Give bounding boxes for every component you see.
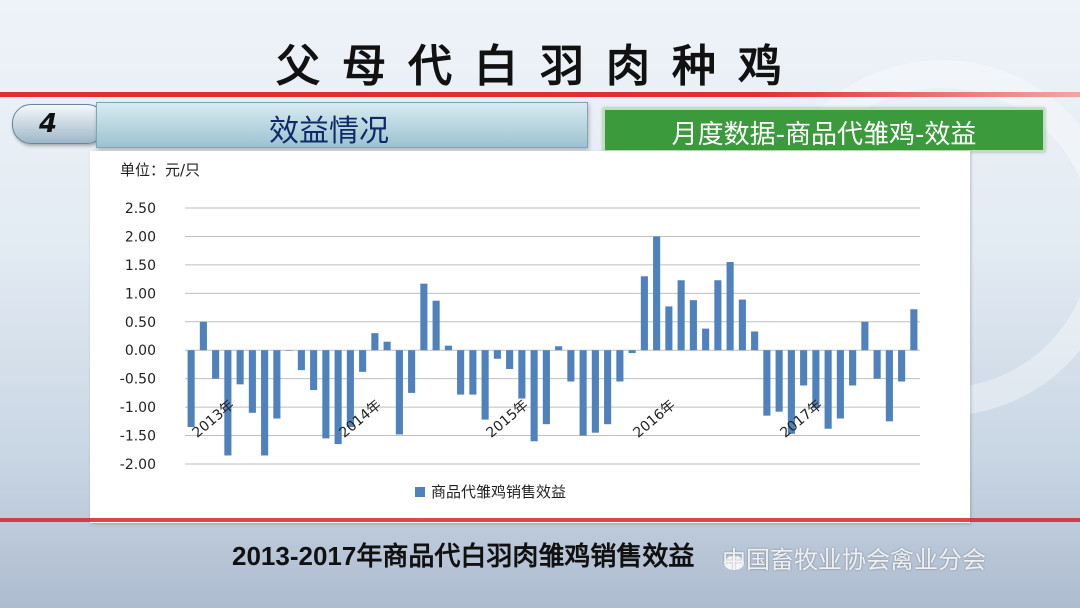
bar	[542, 350, 550, 425]
bar	[714, 280, 722, 351]
bar	[310, 350, 318, 391]
bar	[346, 350, 354, 428]
bar	[849, 350, 857, 386]
bar	[800, 350, 808, 386]
y-tick-label: -0.50	[120, 372, 156, 388]
y-tick-label: 0.50	[125, 315, 156, 331]
y-tick-label: -1.50	[120, 429, 156, 445]
data-subtitle-label: 月度数据-商品代雏鸡-效益	[603, 108, 1045, 152]
bar	[297, 350, 305, 371]
bar	[224, 350, 232, 456]
bar	[640, 276, 648, 351]
source-watermark: 中国畜牧业协会禽业分会	[722, 546, 986, 574]
bar	[261, 350, 269, 456]
bar	[322, 350, 330, 439]
chart-panel: 单位：元/只 2.50 2.00 1.50 1.00 0.50 0.00 -0.50 -1.00…	[90, 151, 970, 523]
bar	[506, 350, 514, 369]
header-divider-stripe	[0, 92, 1080, 97]
bar	[334, 350, 342, 445]
bar	[420, 283, 428, 351]
bar	[836, 350, 844, 419]
bar	[444, 345, 452, 351]
legend-swatch	[415, 487, 425, 497]
bar	[653, 236, 661, 351]
section-title-bar: 效益情况	[96, 102, 588, 149]
bar	[567, 350, 575, 382]
bar	[726, 262, 734, 351]
footer-divider-stripe	[0, 518, 1080, 522]
bar	[371, 333, 379, 351]
x-year-label: 2015年	[483, 397, 531, 441]
bar	[457, 350, 465, 395]
y-tick-label: 1.00	[125, 286, 156, 302]
bar	[591, 350, 599, 433]
bar	[408, 350, 416, 393]
data-subtitle-text: 月度数据-商品代雏鸡-效益	[671, 120, 977, 150]
bar	[885, 350, 893, 422]
bar	[604, 350, 612, 425]
section-number-badge: 4	[12, 104, 106, 144]
bar	[628, 350, 636, 354]
wechat-icon	[724, 556, 744, 570]
bar	[763, 350, 771, 416]
bar	[689, 300, 697, 351]
y-tick-label: -2.00	[120, 457, 156, 473]
y-tick-label: 0.00	[125, 343, 156, 359]
bar	[579, 350, 587, 436]
y-tick-label: 2.50	[125, 201, 156, 217]
section-number: 4	[39, 109, 58, 139]
x-year-label: 2016年	[630, 397, 678, 441]
bar	[518, 350, 526, 399]
x-year-label: 2014年	[336, 397, 384, 441]
bar	[873, 350, 881, 379]
bar	[248, 350, 256, 413]
bar	[677, 280, 685, 351]
bar	[236, 350, 244, 385]
bar	[555, 346, 563, 351]
bar	[812, 350, 820, 409]
bar	[469, 350, 477, 395]
bar	[702, 328, 710, 351]
bar	[359, 350, 367, 372]
x-year-label: 2017年	[777, 397, 825, 441]
bar	[775, 350, 783, 412]
bar	[273, 350, 281, 419]
bar	[481, 350, 489, 420]
y-tick-label: -1.00	[120, 400, 156, 416]
bar	[493, 350, 501, 359]
bar	[738, 299, 746, 351]
bar	[383, 341, 391, 351]
bar	[395, 350, 403, 435]
bar	[910, 309, 918, 351]
bar	[665, 306, 673, 351]
unit-label: 单位：元/只	[120, 161, 200, 179]
bar	[898, 350, 906, 382]
legend-label: 商品代雏鸡销售效益	[431, 483, 566, 501]
bar	[751, 331, 759, 351]
chart-caption: 2013-2017年商品代白羽肉雏鸡销售效益	[232, 541, 695, 571]
bar	[824, 350, 832, 429]
y-tick-label: 1.50	[125, 258, 156, 274]
bar	[530, 350, 538, 442]
bar	[212, 350, 220, 379]
bar	[616, 350, 624, 382]
section-title: 效益情况	[269, 114, 389, 149]
bar	[199, 321, 207, 351]
bar	[187, 350, 195, 428]
bar-chart: 单位：元/只 2.50 2.00 1.50 1.00 0.50 0.00 -0.50 -1.00…	[120, 161, 920, 501]
bar	[285, 350, 293, 351]
bar	[432, 300, 440, 351]
bar	[787, 350, 795, 434]
slide-title: 父母代白羽肉种鸡	[276, 41, 804, 92]
y-tick-label: 2.00	[125, 229, 156, 245]
bar	[861, 321, 869, 351]
